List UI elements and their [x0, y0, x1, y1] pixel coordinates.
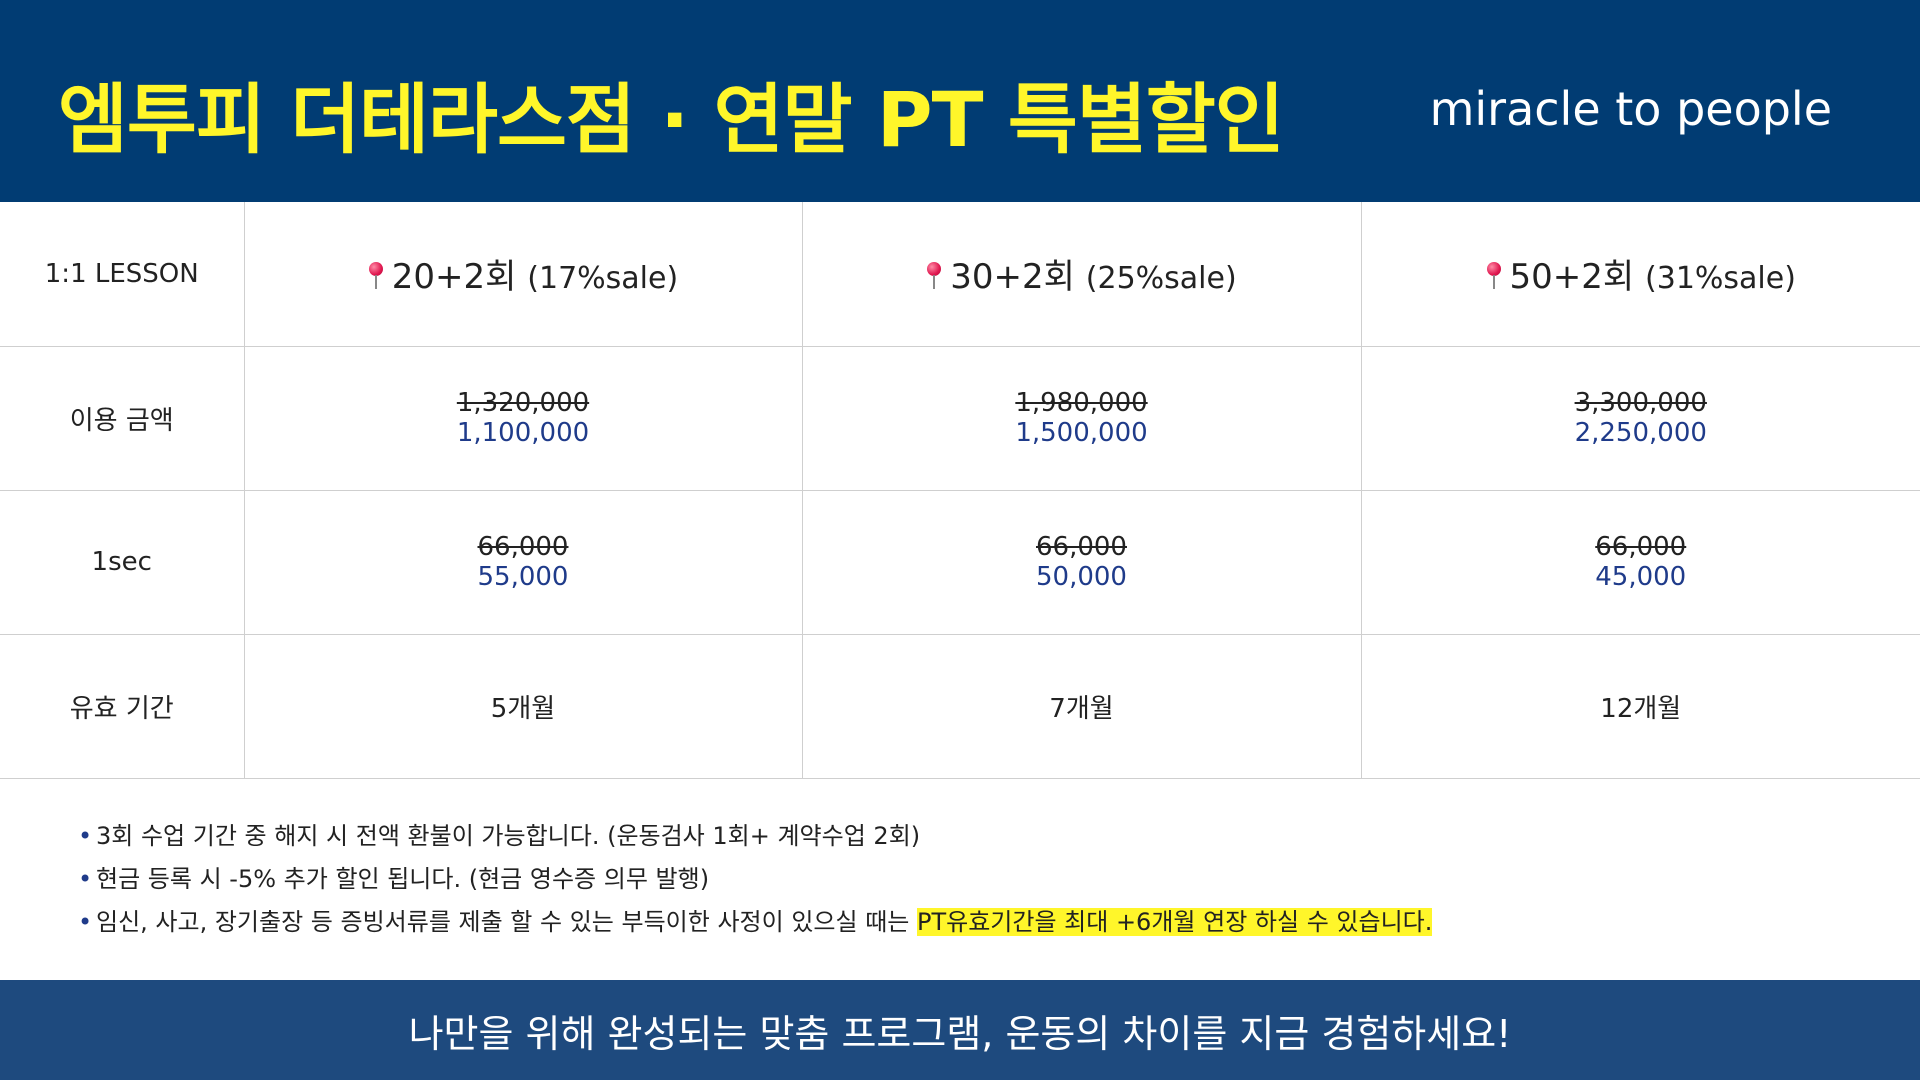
plan-sale: (17%sale) [527, 261, 679, 297]
note-text: 현금 등록 시 -5% 추가 할인 됩니다. (현금 영수증 의무 발행) [96, 865, 710, 893]
validity-row-label: 유효 기간 [69, 693, 174, 724]
validity-period: 12개월 [1600, 693, 1682, 724]
pushpin-icon [926, 262, 942, 290]
discounted-price: 1,500,000 [1015, 418, 1148, 448]
plan-sale: (31%sale) [1645, 261, 1796, 297]
footer-slogan: 나만을 위해 완성되는 맞춤 프로그램, 운동의 차이를 지금 경험하세요! [408, 1011, 1512, 1056]
discounted-price: 1,100,000 [456, 418, 590, 448]
row-label-cell: 이용 금액 [0, 345, 245, 491]
original-session-price: 66,000 [477, 532, 569, 562]
note-text: 3회 수업 기간 중 해지 시 전액 환불이 가능합니다. (운동검사 1회+ … [96, 822, 921, 850]
page-title: 엠투피 더테라스점 · 연말 PT 특별할인 [58, 75, 1285, 164]
table-row-price: 이용 금액 1,320,000 1,100,000 1,980,000 1,50… [0, 345, 1920, 491]
original-session-price: 66,000 [1036, 532, 1127, 562]
plan-header-cell: 30+2회 (25%sale) [801, 202, 1362, 347]
discounted-price: 2,250,000 [1574, 418, 1707, 448]
notes-list: 3회 수업 기간 중 해지 시 전액 환불이 가능합니다. (운동검사 1회+ … [78, 815, 1433, 944]
list-item: 현금 등록 시 -5% 추가 할인 됩니다. (현금 영수증 의무 발행) [78, 858, 1432, 901]
original-price: 3,300,000 [1574, 388, 1707, 418]
note-highlight: PT유효기간을 최대 +6개월 연장 하실 수 있습니다. [917, 908, 1433, 936]
per-session-cell: 66,000 55,000 [243, 489, 803, 635]
row-label-cell: 1sec [0, 489, 245, 635]
note-text: 임신, 사고, 장기출장 등 증빙서류를 제출 할 수 있는 부득이한 사정이 … [96, 908, 917, 936]
discounted-session-price: 55,000 [477, 562, 569, 592]
price-cell: 1,980,000 1,500,000 [801, 345, 1362, 491]
list-item: 임신, 사고, 장기출장 등 증빙서류를 제출 할 수 있는 부득이한 사정이 … [78, 901, 1433, 944]
original-session-price: 66,000 [1595, 532, 1687, 562]
validity-cell: 12개월 [1360, 633, 1920, 779]
per-session-cell: 66,000 50,000 [801, 489, 1362, 635]
discounted-session-price: 45,000 [1595, 562, 1687, 592]
row-label-cell: 유효 기간 [0, 633, 245, 779]
pushpin-icon [368, 262, 384, 290]
plan-header: 50+2회 (31%sale) [1486, 257, 1796, 297]
table-row-validity: 유효 기간 5개월 7개월 12개월 [0, 633, 1920, 779]
plan-sale: (25%sale) [1085, 261, 1237, 297]
plan-sessions: 30+2회 [950, 257, 1075, 298]
discounted-session-price: 50,000 [1036, 562, 1127, 592]
list-item: 3회 수업 기간 중 해지 시 전액 환불이 가능합니다. (운동검사 1회+ … [78, 815, 1432, 858]
plan-sessions: 50+2회 [1509, 257, 1635, 298]
lesson-type-label: 1:1 LESSON [44, 258, 199, 289]
pushpin-icon [1486, 262, 1502, 290]
per-session-cell: 66,000 45,000 [1360, 489, 1920, 635]
table-row-per-session: 1sec 66,000 55,000 66,000 50,000 66,000 … [0, 489, 1920, 635]
plan-header: 20+2회 (17%sale) [368, 257, 678, 297]
header-banner: 엠투피 더테라스점 · 연말 PT 특별할인 miracle to people [0, 0, 1920, 202]
plan-header-cell: 50+2회 (31%sale) [1360, 202, 1920, 347]
footer-banner: 나만을 위해 완성되는 맞춤 프로그램, 운동의 차이를 지금 경험하세요! [0, 980, 1920, 1080]
corner-label-cell: 1:1 LESSON [0, 202, 245, 347]
validity-cell: 7개월 [801, 633, 1362, 779]
plan-header: 30+2회 (25%sale) [926, 257, 1237, 298]
validity-period: 5개월 [490, 693, 556, 724]
validity-cell: 5개월 [243, 633, 803, 779]
validity-period: 7개월 [1049, 693, 1114, 724]
price-cell: 1,320,000 1,100,000 [243, 345, 803, 491]
price-cell: 3,300,000 2,250,000 [1360, 345, 1920, 491]
plan-header-cell: 20+2회 (17%sale) [243, 202, 803, 347]
plan-sessions: 20+2회 [391, 257, 517, 298]
pricing-table: 1:1 LESSON 20+2회 (17%sale) 30+2회 (25%sal… [0, 202, 1920, 779]
brand-logo-text: miracle to people [1429, 82, 1832, 136]
price-row-label: 이용 금액 [69, 405, 174, 436]
table-row-plans: 1:1 LESSON 20+2회 (17%sale) 30+2회 (25%sal… [0, 202, 1920, 347]
original-price: 1,320,000 [456, 388, 590, 418]
per-session-row-label: 1sec [91, 547, 152, 577]
original-price: 1,980,000 [1015, 388, 1148, 418]
